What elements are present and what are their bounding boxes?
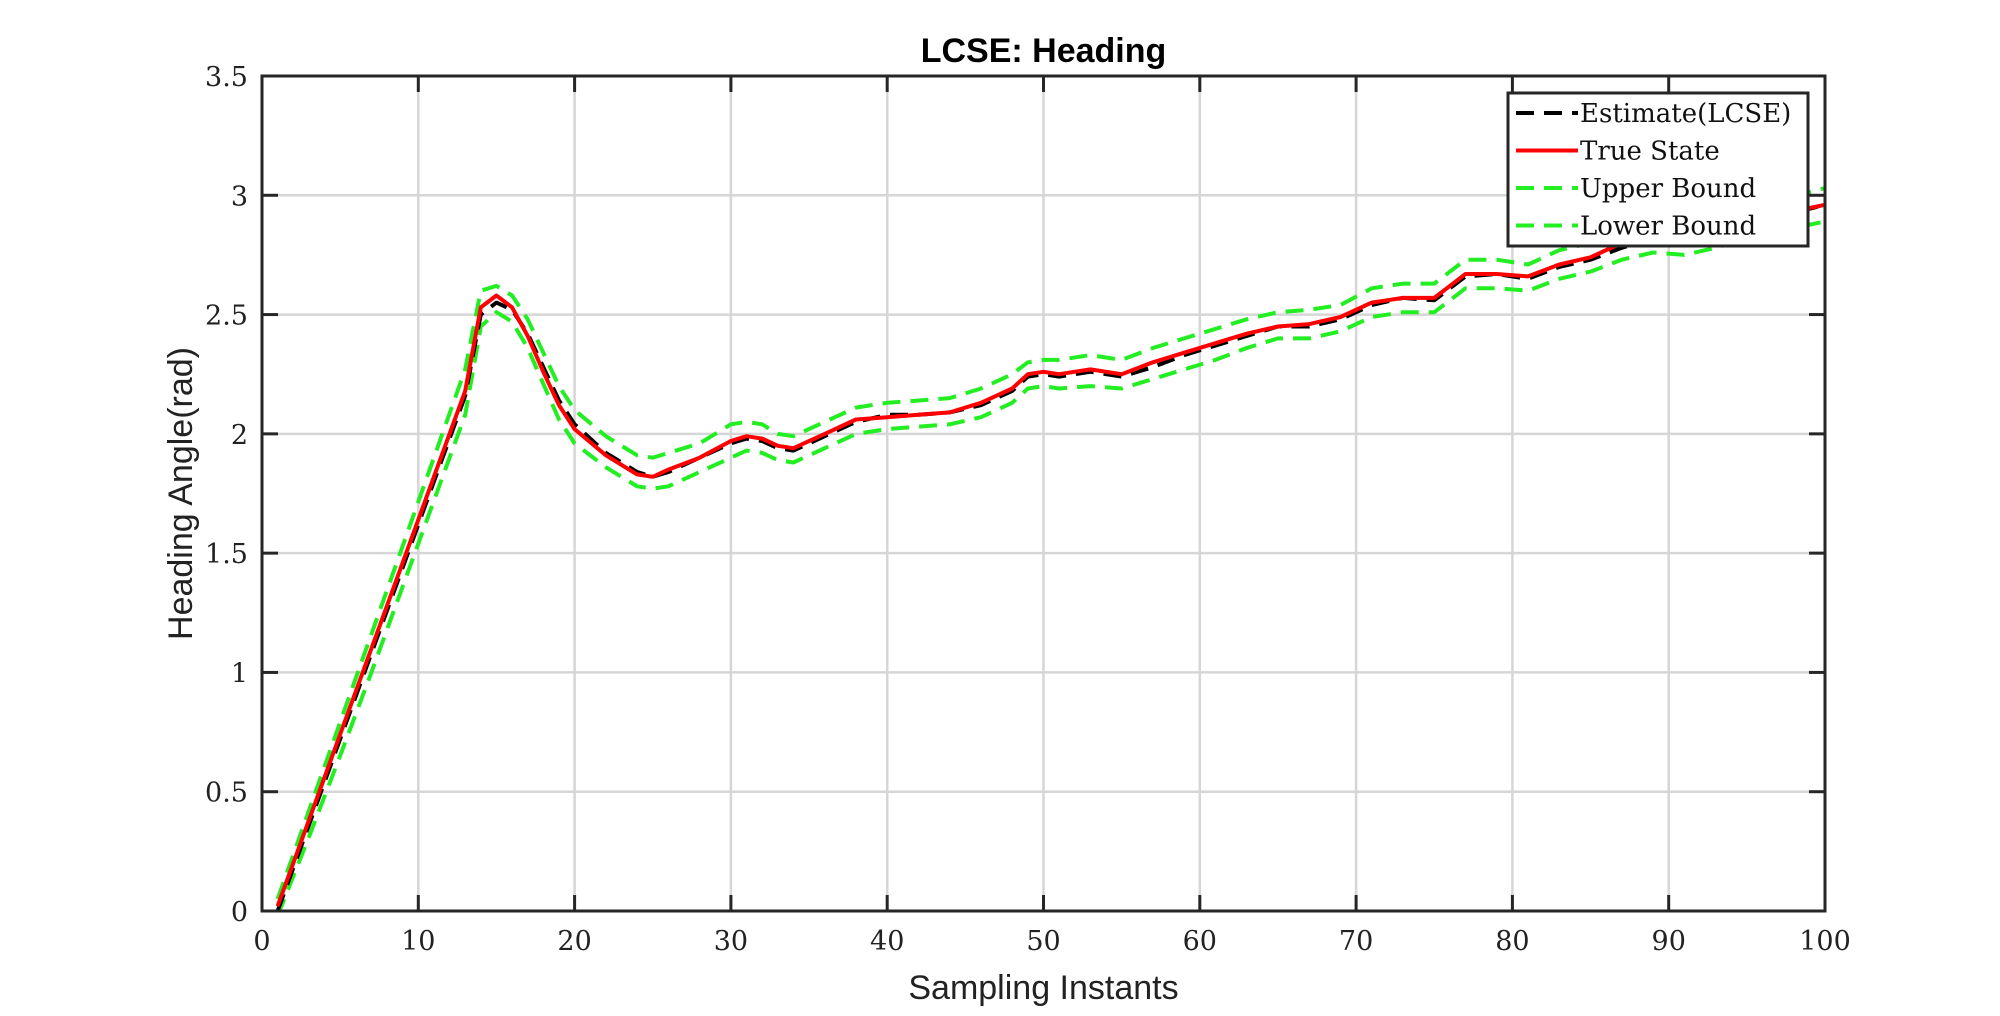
legend-label: True State: [1580, 137, 1720, 167]
axis-ticks: [260, 74, 1827, 913]
x-tick-label: 10: [401, 926, 435, 957]
x-tick-label: 50: [1026, 926, 1060, 957]
x-tick-label: 20: [557, 926, 591, 957]
x-tick-label: 70: [1339, 926, 1373, 957]
x-tick-label: 60: [1183, 926, 1217, 957]
y-tick-label: 2.5: [205, 301, 248, 332]
y-tick-label: 3.5: [205, 62, 248, 93]
x-tick-label: 100: [1799, 926, 1851, 957]
y-tick-label: 0.5: [205, 778, 248, 809]
x-tick-label: 0: [253, 926, 270, 957]
x-axis-label: Sampling Instants: [908, 969, 1178, 1007]
series-line-lower-bound: [277, 219, 1825, 911]
y-tick-label: 1: [231, 658, 248, 689]
tick-labels: 0 10 20 30 40 50 60 70 80 90 100 0 0.5 1 1.5 2 2.5 3 3.5: [205, 62, 1851, 957]
y-axis-label: Heading Angle(rad): [162, 347, 200, 640]
plot-series: [275, 186, 1825, 911]
legend-label: Lower Bound: [1580, 212, 1756, 242]
legend-box: [1506, 91, 1810, 248]
x-tick-label: 40: [870, 926, 904, 957]
x-tick-label: 90: [1652, 926, 1686, 957]
legend-label: Estimate(LCSE): [1580, 99, 1791, 129]
y-tick-label: 1.5: [205, 539, 248, 570]
x-tick-label: 30: [714, 926, 748, 957]
chart-title: LCSE: Heading: [921, 32, 1167, 70]
y-tick-label: 3: [231, 181, 248, 212]
legend: Estimate(LCSE) True State Upper Bound Lower…: [1506, 91, 1810, 248]
x-tick-label: 80: [1495, 926, 1529, 957]
series-line-true-state: [275, 202, 1825, 907]
series-line-upper-bound: [275, 186, 1825, 900]
legend-label: Upper Bound: [1580, 174, 1756, 204]
y-tick-label: 0: [231, 897, 248, 928]
y-tick-label: 2: [231, 420, 248, 451]
